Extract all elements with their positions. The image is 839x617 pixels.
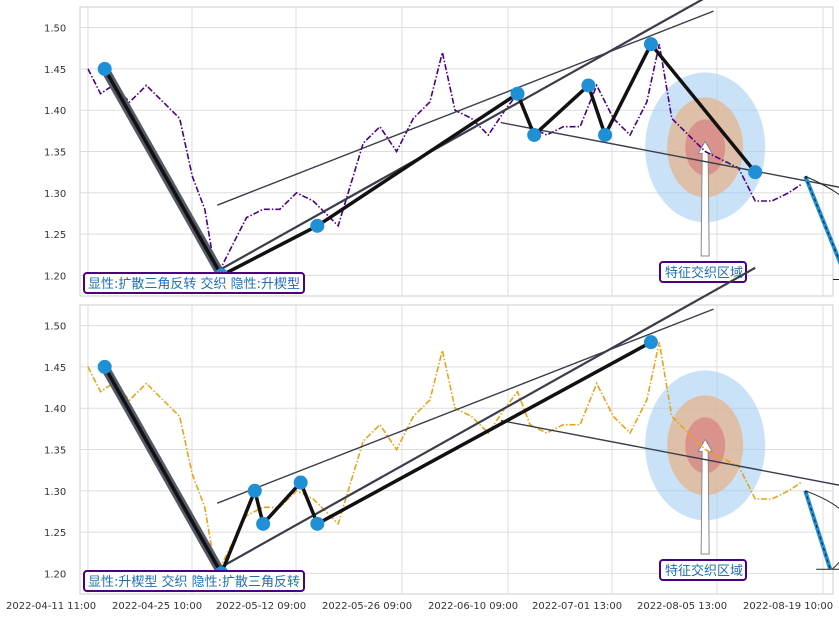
chart-panel-top: 1.20 1.25 1.30 1.35 1.40 1.45 1.50 显性:扩散三角反转 交织…: [44, 0, 839, 297]
x-tick-label: 2022-05-12 09:00: [216, 601, 306, 612]
zone-annotation-text: 特征交织区域: [665, 265, 743, 281]
y-tick-label: 1.25: [44, 230, 66, 241]
pivot-point: [643, 37, 658, 52]
pivot-point: [527, 127, 542, 142]
y-tick-label: 1.25: [44, 528, 66, 539]
pattern-annotation-text: 显性:升楔型 交织 隐性:扩散三角反转: [88, 574, 300, 590]
x-tick-label: 2022-07-01 13:00: [532, 601, 622, 612]
x-tick-label: 2022-04-25 10:00: [112, 601, 202, 612]
pivot-point: [256, 516, 271, 531]
projection-line: [804, 176, 839, 262]
y-tick-label: 1.20: [44, 271, 66, 282]
zone-arrow: [697, 438, 714, 555]
projection-arc: [805, 490, 839, 570]
pivot-point: [310, 516, 325, 531]
x-tick-label: 2022-04-11 11:00: [6, 601, 96, 612]
pivot-point: [310, 218, 325, 233]
y-tick-label: 1.20: [44, 569, 66, 580]
pivot-point: [293, 475, 308, 490]
x-tick-label: 2022-08-05 13:00: [637, 601, 727, 612]
y-tick-label: 1.30: [44, 189, 66, 200]
zone-annotation-box: [659, 559, 747, 581]
y-tick-label: 1.45: [44, 65, 66, 76]
pivot-point: [598, 127, 613, 142]
zone-arrow: [697, 140, 714, 257]
zone-annotation-text: 特征交织区域: [665, 563, 743, 579]
projection-arc: [805, 175, 839, 196]
y-tick-label: 1.35: [44, 446, 66, 457]
trend-line: [216, 0, 704, 273]
y-tick-label: 1.45: [44, 363, 66, 374]
y-tick-label: 1.50: [44, 24, 66, 35]
trend-line: [500, 121, 839, 188]
x-tick-label: 2022-08-19 10:00: [743, 601, 833, 612]
x-tick-label: 2022-05-26 09:00: [322, 601, 412, 612]
trend-line: [500, 419, 839, 486]
trend-line: [217, 308, 714, 504]
trend-line: [217, 10, 714, 206]
y-tick-label: 1.35: [44, 148, 66, 159]
trend-line: [216, 266, 756, 571]
price-series-line: [87, 44, 802, 269]
projection-line: [804, 490, 831, 570]
pivot-point: [97, 359, 112, 374]
x-tick-label: 2022-06-10 09:00: [428, 601, 518, 612]
pivot-point: [97, 61, 112, 76]
pivot-point: [643, 335, 658, 350]
pivot-point: [247, 483, 262, 498]
price-series-line: [87, 342, 802, 567]
pivot-point: [748, 165, 763, 180]
pivot-point: [510, 86, 525, 101]
chart-panel-bottom: 1.20 1.25 1.30 1.35 1.40 1.45 1.50 显性:升楔型 交织 隐性…: [44, 266, 839, 595]
y-tick-label: 1.30: [44, 487, 66, 498]
pattern-annotation-box: [83, 570, 305, 592]
pivot-point: [581, 78, 596, 93]
pattern-annotation-box: [83, 272, 305, 294]
y-tick-label: 1.40: [44, 106, 66, 117]
y-tick-label: 1.50: [44, 322, 66, 333]
y-tick-label: 1.40: [44, 404, 66, 415]
pattern-annotation-text: 显性:扩散三角反转 交织 隐性:升楔型: [88, 276, 300, 292]
